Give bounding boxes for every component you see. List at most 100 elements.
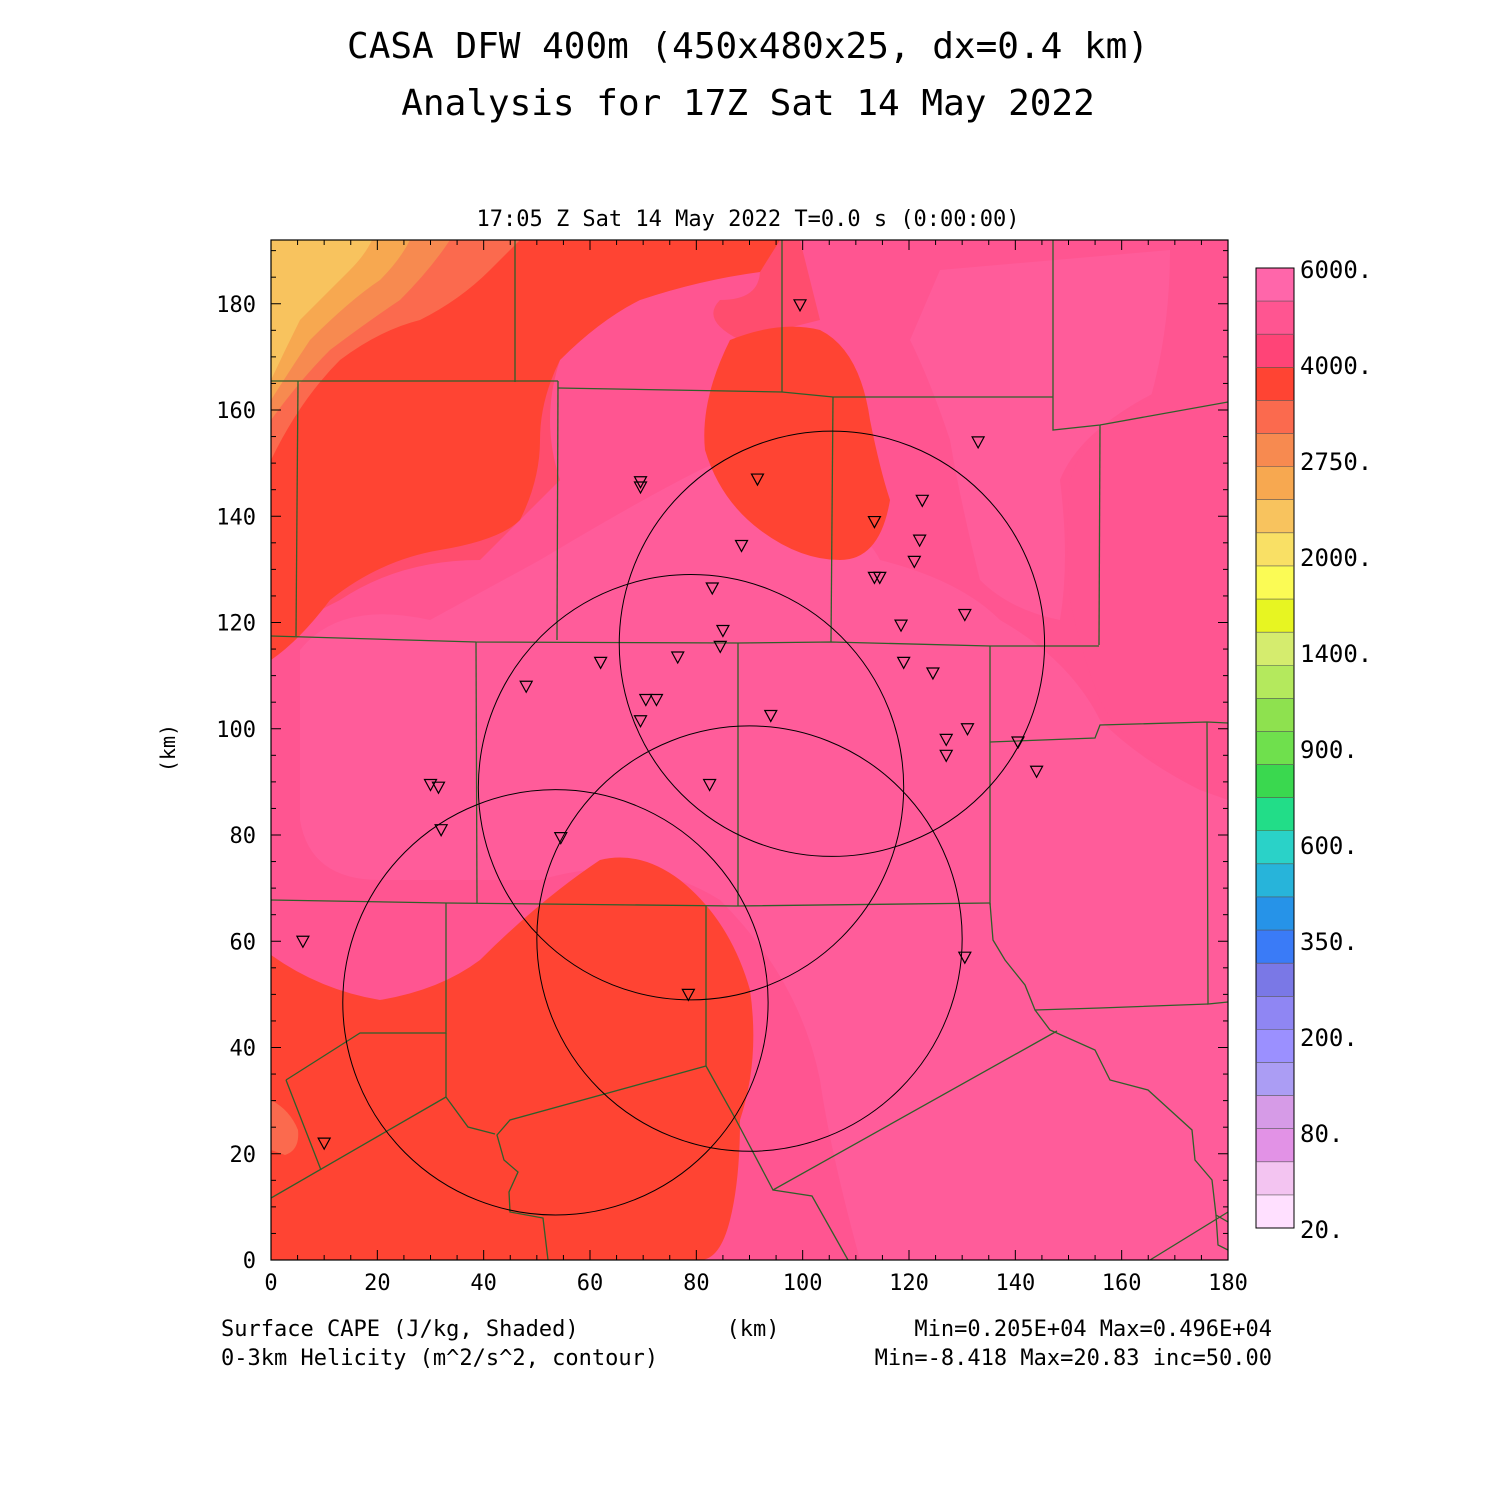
y-tick-label: 140 (216, 505, 256, 530)
colorbar-swatch (1256, 665, 1294, 699)
colorbar-swatch (1256, 466, 1294, 501)
colorbar-swatch (1256, 963, 1294, 997)
cape-region-2000 (271, 240, 372, 380)
station-marker (553, 832, 568, 845)
plot-time-label: 17:05 Z Sat 14 May 2022 T=0.0 s (0:00:00… (476, 207, 1019, 232)
y-tick-label: 20 (230, 1143, 257, 1168)
station-marker (960, 723, 975, 737)
x-axis: 0 20 40 60 80 100 120 140 160 180 (264, 240, 1248, 1296)
station-marker (907, 555, 922, 569)
cape-region-4000-east (1067, 240, 1228, 784)
footer-field2: 0-3km Helicity (m^2/s^2, contour) (221, 1346, 658, 1371)
station-marker (434, 824, 449, 837)
x-axis-label: (km) (727, 1317, 780, 1342)
station-marker (957, 608, 972, 622)
colorbar-swatch (1256, 830, 1294, 865)
station-marker (681, 988, 696, 1002)
station-marker (295, 935, 310, 949)
colorbar-swatch (1256, 499, 1294, 534)
colorbar-label: 2000. (1300, 544, 1372, 572)
y-tick-label: 60 (230, 930, 257, 955)
station-marker (957, 951, 972, 965)
cape-field (271, 240, 1228, 1260)
station-marker (792, 299, 808, 313)
station-marker (705, 582, 720, 596)
helicity-contour (477, 574, 905, 1001)
station-marker (715, 624, 730, 638)
colorbar-label: 4000. (1300, 352, 1372, 380)
x-tick-label: 60 (577, 1271, 604, 1296)
colorbar-swatch (1256, 797, 1294, 832)
cape-region-3000-southwest (271, 1100, 299, 1155)
station-marker (713, 640, 728, 654)
y-tick-label: 40 (230, 1037, 257, 1062)
station-marker (702, 778, 717, 792)
x-tick-label: 40 (470, 1271, 497, 1296)
y-axis-label: (km) (156, 724, 180, 772)
cape-region-6000-northeast (910, 250, 1174, 620)
colorbar-swatch (1256, 1161, 1294, 1196)
station-marker (633, 481, 648, 495)
figure-subtitle: Analysis for 17Z Sat 14 May 2022 (401, 83, 1095, 124)
x-tick-label: 20 (364, 1271, 391, 1296)
colorbar-label: 900. (1300, 736, 1358, 764)
helicity-contour (342, 789, 769, 1216)
station-marker (915, 494, 930, 508)
station-marker (1029, 765, 1044, 779)
colorbar-swatch (1256, 863, 1294, 898)
y-tick-label: 180 (216, 293, 256, 318)
footer-field1: Surface CAPE (J/kg, Shaded) (221, 1317, 579, 1342)
colorbar-swatch (1256, 764, 1294, 799)
figure-title: CASA DFW 400m (450x480x25, dx=0.4 km) (347, 26, 1149, 67)
station-marker (763, 709, 778, 723)
colorbar-swatch (1256, 1194, 1294, 1229)
colorbar-label: 200. (1300, 1024, 1358, 1052)
footer-minmax2: Min=-8.418 Max=20.83 inc=50.00 (875, 1346, 1272, 1371)
station-marker (734, 539, 749, 553)
colorbar-label: 80. (1300, 1120, 1343, 1148)
x-tick-label: 140 (995, 1271, 1035, 1296)
station-marker (912, 534, 927, 548)
station-marker (1010, 736, 1026, 750)
station-marker (894, 619, 909, 633)
colorbar-swatch (1256, 268, 1294, 302)
cape-region-3300-northwest (271, 240, 780, 660)
colorbar-swatch (1256, 698, 1294, 732)
colorbar-swatch (1256, 367, 1294, 401)
x-tick-label: 80 (683, 1271, 710, 1296)
station-marker (872, 571, 887, 585)
station-marker (317, 1137, 332, 1151)
station-marker (638, 693, 653, 707)
y-tick-label: 100 (216, 718, 256, 743)
cape-region-3300-north-central (704, 326, 890, 560)
colorbar-swatch (1256, 1128, 1294, 1163)
helicity-contours (342, 430, 1046, 1216)
station-marker (925, 667, 940, 681)
station-marker (593, 656, 608, 670)
colorbar-swatch (1256, 896, 1294, 931)
helicity-contour (618, 430, 1046, 857)
colorbar-label: 20. (1300, 1216, 1343, 1244)
station-marker (939, 733, 954, 747)
colorbar-swatch (1256, 400, 1294, 435)
y-tick-label: 80 (230, 824, 257, 849)
station-marker (431, 781, 446, 795)
colorbar-swatch (1256, 930, 1294, 964)
colorbar-swatch (1256, 334, 1294, 368)
station-marker (519, 680, 534, 694)
colorbar-swatch (1256, 532, 1294, 567)
colorbar-frame (1255, 267, 1295, 1229)
station-marker (670, 651, 685, 665)
y-tick-label: 120 (216, 612, 256, 637)
station-marker (633, 715, 648, 729)
county-boundaries (271, 240, 1228, 1260)
colorbar-label: 6000. (1300, 256, 1372, 284)
x-tick-label: 180 (1208, 1271, 1248, 1296)
colorbar: 6000. 4000. 2750. 2000. 1400. 900. 600. 350. 200… (1255, 256, 1372, 1244)
colorbar-label: 2750. (1300, 448, 1372, 476)
colorbar-label: 600. (1300, 832, 1358, 860)
y-axis: 0 20 40 60 80 100 120 140 160 180 (216, 250, 1228, 1274)
station-marker (971, 436, 986, 450)
colorbar-swatch (1256, 996, 1294, 1030)
